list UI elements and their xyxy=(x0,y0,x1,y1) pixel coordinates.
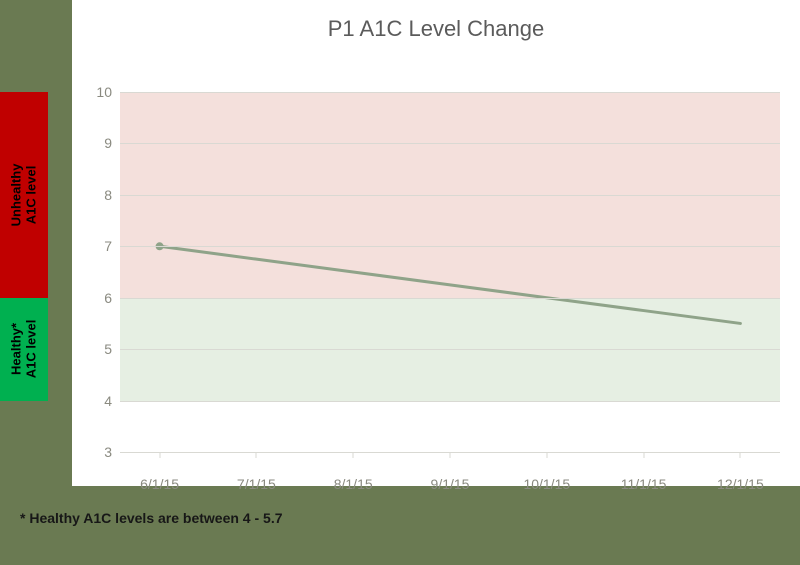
xtick-label: 9/1/15 xyxy=(431,476,470,492)
ytick-label: 7 xyxy=(86,238,112,254)
xtick-label: 11/1/15 xyxy=(621,476,667,492)
ytick-label: 5 xyxy=(86,341,112,357)
gridline xyxy=(120,195,780,196)
ytick-label: 6 xyxy=(86,290,112,306)
xtick-mark xyxy=(643,452,644,458)
xtick-label: 12/1/15 xyxy=(717,476,764,492)
ytick-label: 4 xyxy=(86,393,112,409)
xtick-label: 6/1/15 xyxy=(140,476,179,492)
footnote: * Healthy A1C levels are between 4 - 5.7 xyxy=(20,510,283,526)
xtick-mark xyxy=(546,452,547,458)
xtick-mark xyxy=(159,452,160,458)
gridline xyxy=(120,298,780,299)
gridline xyxy=(120,401,780,402)
legend-unhealthy-label: UnhealthyA1C level xyxy=(9,163,39,226)
ytick-label: 10 xyxy=(86,84,112,100)
plot-area: 3456789106/1/157/1/158/1/159/1/1510/1/15… xyxy=(120,92,780,452)
gridline xyxy=(120,349,780,350)
xtick-label: 10/1/15 xyxy=(523,476,570,492)
series-line xyxy=(160,246,741,323)
ytick-label: 9 xyxy=(86,135,112,151)
legend-healthy: Healthy*A1C level xyxy=(0,298,48,401)
xtick-label: 7/1/15 xyxy=(237,476,276,492)
xtick-mark xyxy=(740,452,741,458)
gridline xyxy=(120,246,780,247)
ytick-label: 3 xyxy=(86,444,112,460)
legend-healthy-label: Healthy*A1C level xyxy=(9,320,39,379)
ytick-label: 8 xyxy=(86,187,112,203)
chart-title: P1 A1C Level Change xyxy=(72,16,800,42)
gridline xyxy=(120,92,780,93)
xtick-mark xyxy=(256,452,257,458)
xtick-label: 8/1/15 xyxy=(334,476,373,492)
line-series xyxy=(120,92,780,452)
xtick-mark xyxy=(450,452,451,458)
legend-unhealthy: UnhealthyA1C level xyxy=(0,92,48,298)
gridline xyxy=(120,143,780,144)
xtick-mark xyxy=(353,452,354,458)
